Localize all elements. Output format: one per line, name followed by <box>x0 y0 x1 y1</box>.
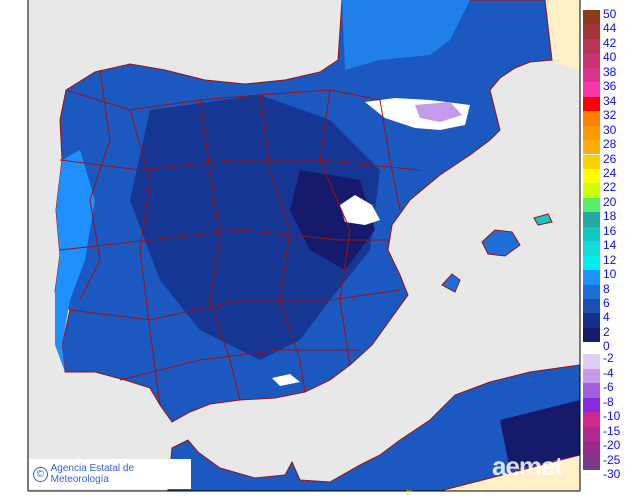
legend-label: 24 <box>603 165 617 180</box>
legend-swatch <box>583 82 600 97</box>
coastal-warm-zone <box>55 150 95 372</box>
legend-swatch <box>583 38 600 54</box>
legend-swatch <box>583 354 600 369</box>
legend-swatch <box>583 197 600 213</box>
legend-label: 34 <box>603 93 617 108</box>
legend-swatch <box>583 53 600 68</box>
legend-swatch <box>583 426 600 441</box>
legend-label: 36 <box>603 79 617 94</box>
africa-cold-zone <box>500 400 580 470</box>
credit-text: Agencia Estatal de Meteorología <box>50 463 135 485</box>
legend-swatch <box>583 299 600 314</box>
africa-landmass <box>167 364 581 492</box>
legend-label: 32 <box>603 108 617 123</box>
copyright-icon: © <box>33 466 48 482</box>
aemet-logo: aemet <box>492 451 563 481</box>
legend-label: 30 <box>603 122 617 137</box>
legend-swatch <box>583 412 600 427</box>
island-mallorca <box>481 229 521 257</box>
legend-swatch <box>583 455 600 470</box>
outside-area-ne <box>545 0 580 70</box>
legend-swatch <box>583 226 600 242</box>
legend-label: 12 <box>603 252 617 267</box>
legend-label: 6 <box>603 296 610 310</box>
island-menorca <box>533 213 553 226</box>
legend-swatch <box>583 383 600 398</box>
legend-swatch <box>583 241 600 256</box>
legend-swatch <box>583 270 600 285</box>
legend-label: 2 <box>603 324 610 339</box>
legend-label: 8 <box>603 281 610 296</box>
island-ibiza <box>441 273 461 293</box>
cold-interior <box>130 95 380 360</box>
legend-label: 22 <box>603 180 617 195</box>
legend-label: -8 <box>603 394 614 409</box>
legend-label: 26 <box>603 151 617 166</box>
legend-swatch <box>583 140 600 155</box>
legend-label: -25 <box>603 452 621 467</box>
province-borders <box>59 69 421 406</box>
legend-swatch <box>583 96 600 112</box>
legend-label: 0 <box>603 339 610 354</box>
legend-swatch <box>583 313 600 328</box>
legend-label: -30 <box>603 467 621 481</box>
legend-label: -6 <box>603 380 614 394</box>
snow-patch <box>272 374 300 386</box>
legend-label: 16 <box>603 223 617 238</box>
legend-swatch <box>583 397 600 412</box>
legend-label: 38 <box>603 64 617 79</box>
legend-swatch <box>583 284 600 299</box>
legend-swatch <box>583 441 600 456</box>
legend-label: 50 <box>603 7 617 21</box>
legend-swatch <box>583 125 600 141</box>
snow-patch <box>340 195 380 225</box>
legend-label: -15 <box>603 423 621 438</box>
legend-swatch <box>583 368 600 383</box>
legend-label: 4 <box>603 310 610 325</box>
legend-label: -10 <box>603 409 621 423</box>
legend-swatch <box>583 212 600 227</box>
france-warm-zone <box>342 0 470 70</box>
legend-swatch <box>583 255 600 271</box>
credit-label: © Agencia Estatal de Meteorología <box>29 459 191 489</box>
longitude-label: 0° <box>406 490 413 497</box>
legend-label: 28 <box>603 137 617 152</box>
legend-label: -4 <box>603 365 614 380</box>
legend-swatch <box>583 327 600 343</box>
legend-label: 10 <box>603 267 617 282</box>
legend-swatch <box>583 154 600 169</box>
legend-swatch <box>583 168 600 184</box>
very-cold-core <box>290 170 375 270</box>
legend-label: -2 <box>603 351 614 365</box>
legend-label: 20 <box>603 194 617 209</box>
legend-swatch <box>583 10 600 25</box>
legend-label: -20 <box>603 438 621 452</box>
legend-swatch <box>583 24 600 39</box>
legend-label: 44 <box>603 21 617 36</box>
legend-label: 42 <box>603 35 617 50</box>
legend-swatch <box>583 67 600 83</box>
legend-label: 18 <box>603 209 617 224</box>
pyrenees-very-cold <box>415 102 462 122</box>
legend-label: 40 <box>603 50 617 65</box>
legend-swatch <box>583 111 600 126</box>
legend-label: 14 <box>603 238 617 253</box>
legend-swatch <box>583 183 600 198</box>
